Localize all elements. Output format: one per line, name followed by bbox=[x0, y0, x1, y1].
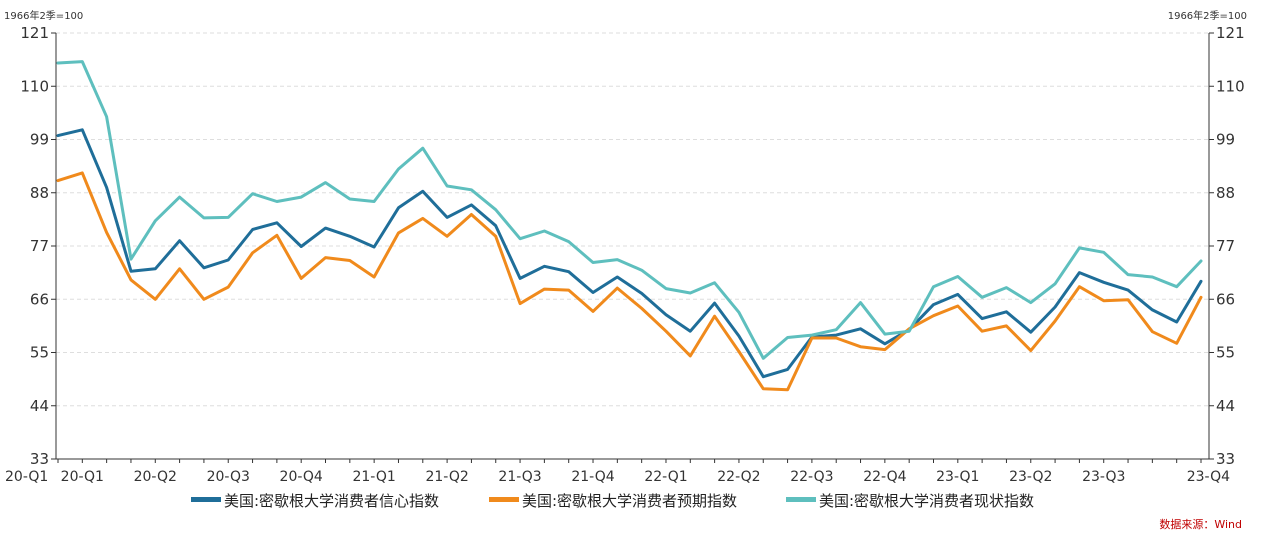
y-tick-label-left: 66 bbox=[30, 290, 49, 308]
legend-swatch-3 bbox=[786, 497, 816, 502]
legend-label-1: 美国:密歇根大学消费者信心指数 bbox=[224, 492, 439, 510]
y-tick-label-left: 44 bbox=[30, 397, 49, 415]
right-unit-label: 1966年2季=100 bbox=[1168, 9, 1247, 22]
y-tick-label-right: 77 bbox=[1216, 237, 1235, 255]
y-tick-label-right: 66 bbox=[1216, 290, 1235, 308]
x-tick-label: 20-Q1 bbox=[61, 469, 104, 485]
y-tick-label-right: 55 bbox=[1216, 344, 1235, 362]
y-tick-label-left: 121 bbox=[20, 24, 49, 42]
x-tick-label: 23-Q3 bbox=[1082, 469, 1125, 485]
y-tick-label-left: 88 bbox=[30, 184, 49, 202]
series-line-1 bbox=[56, 128, 1203, 379]
legend-label-3: 美国:密歇根大学消费者现状指数 bbox=[819, 492, 1034, 510]
y-tick-label-right: 88 bbox=[1216, 184, 1235, 202]
y-tick-label-left: 33 bbox=[30, 450, 49, 468]
legend-swatch-1 bbox=[191, 497, 221, 502]
x-tick-label: 20-Q4 bbox=[280, 469, 323, 485]
x-tick-label: 21-Q3 bbox=[498, 469, 541, 485]
y-tick-label-right: 99 bbox=[1216, 131, 1235, 149]
x-tick-labels: 20-Q1 20-Q1 20-Q2 20-Q3 20-Q4 21-Q1 21-Q2 21-Q3… bbox=[5, 469, 1230, 485]
y-tick-labels: 33 33 44 44 55 55 66 66 77 77 88 88 99 99 110 110 121 121 bbox=[20, 24, 1244, 468]
left-unit-label: 1966年2季=100 bbox=[4, 9, 83, 22]
x-tick-label: 22-Q2 bbox=[717, 469, 760, 485]
x-tick-label: 20-Q1 bbox=[5, 469, 48, 485]
grid-lines bbox=[56, 32, 1209, 407]
x-tick-label: 23-Q4 bbox=[1187, 469, 1230, 485]
legend-label-2: 美国:密歇根大学消费者预期指数 bbox=[522, 492, 737, 510]
series-lines bbox=[56, 60, 1203, 392]
series-line-3 bbox=[56, 60, 1203, 360]
source-note: 数据来源：Wind bbox=[1159, 517, 1242, 531]
x-tick-label: 20-Q2 bbox=[134, 469, 177, 485]
x-tick-label: 20-Q3 bbox=[207, 469, 250, 485]
y-tick-label-left: 110 bbox=[20, 77, 49, 95]
x-tick-label: 22-Q3 bbox=[790, 469, 833, 485]
y-tick-label-right: 44 bbox=[1216, 397, 1235, 415]
axes bbox=[51, 32, 1214, 463]
y-tick-label-left: 77 bbox=[30, 237, 49, 255]
x-tick-label: 22-Q4 bbox=[863, 469, 906, 485]
x-tick-label: 21-Q2 bbox=[425, 469, 468, 485]
legend-swatch-2 bbox=[489, 497, 519, 502]
y-tick-label-right: 33 bbox=[1216, 450, 1235, 468]
x-tick-label: 22-Q1 bbox=[644, 469, 687, 485]
x-tick-label: 21-Q1 bbox=[352, 469, 395, 485]
y-tick-label-right: 121 bbox=[1216, 24, 1245, 42]
x-tick-label: 23-Q1 bbox=[936, 469, 979, 485]
x-tick-label: 23-Q2 bbox=[1009, 469, 1052, 485]
y-tick-label-left: 99 bbox=[30, 131, 49, 149]
legend: 美国:密歇根大学消费者信心指数 美国:密歇根大学消费者预期指数 美国:密歇根大学消费… bbox=[191, 492, 1034, 510]
y-tick-label-left: 55 bbox=[30, 344, 49, 362]
y-tick-label-right: 110 bbox=[1216, 77, 1245, 95]
x-tick-label: 21-Q4 bbox=[571, 469, 614, 485]
series-line-2 bbox=[56, 171, 1203, 392]
